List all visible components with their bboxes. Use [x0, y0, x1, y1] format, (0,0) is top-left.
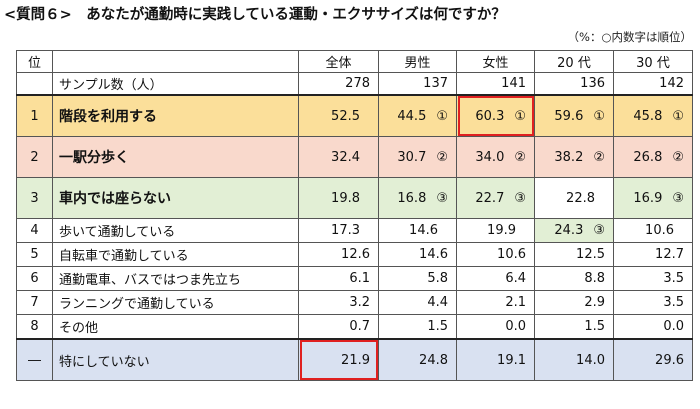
sample-male: 137 — [378, 72, 457, 96]
header-total: 全体 — [298, 50, 379, 73]
cell-female: 10.6 — [456, 242, 535, 267]
cell-female: 22.7 ③ — [456, 177, 535, 219]
cell-30s: 10.6 — [613, 218, 693, 243]
row-label: ランニングで通勤している — [52, 290, 299, 315]
header-20s: 20 代 — [534, 50, 614, 73]
sample-30s: 142 — [613, 72, 693, 96]
table-row-rank-3: 3 車内では座らない 19.8 16.8 ③ 22.7 ③ 22.8 16.9 ③ — [16, 177, 693, 219]
cell-male: 24.8 — [378, 338, 457, 381]
cell-20s: 8.8 — [534, 266, 614, 291]
cell-20s: 1.5 — [534, 314, 614, 340]
row-label: 自転車で通勤している — [52, 242, 299, 267]
cell-total: 12.6 — [298, 242, 379, 267]
cell-20s: 22.8 — [534, 177, 614, 219]
cell-total: 6.1 — [298, 266, 379, 291]
cell-male: 4.4 — [378, 290, 457, 315]
cell-total: 32.4 — [298, 136, 379, 178]
table-row-rank-7: 7 ランニングで通勤している 3.2 4.4 2.1 2.9 3.5 — [16, 290, 693, 315]
cell-30s: 3.5 — [613, 290, 693, 315]
cell-total-highlight: 21.9 — [298, 338, 379, 381]
table-row-none: ― 特にしていない 21.9 24.8 19.1 14.0 29.6 — [16, 338, 693, 381]
row-label: 階段を利用する — [52, 94, 299, 137]
row-rank: 1 — [16, 94, 53, 137]
sample-row: サンプル数（人） 278 137 141 136 142 — [16, 72, 693, 96]
sample-total: 278 — [298, 72, 379, 96]
cell-male: 14.6 — [378, 242, 457, 267]
cell-total: 19.8 — [298, 177, 379, 219]
table-row-rank-6: 6 通勤電車、バスではつま先立ち 6.1 5.8 6.4 8.8 3.5 — [16, 266, 693, 291]
cell-30s: 12.7 — [613, 242, 693, 267]
row-rank: 6 — [16, 266, 53, 291]
row-rank: 2 — [16, 136, 53, 178]
row-label: その他 — [52, 314, 299, 340]
cell-20s: 38.2 ② — [534, 136, 614, 178]
cell-total: 0.7 — [298, 314, 379, 340]
unit-note: （%：○内数字は順位） — [567, 30, 692, 44]
cell-male: 5.8 — [378, 266, 457, 291]
cell-male: 44.5 ① — [378, 94, 457, 137]
cell-female: 0.0 — [456, 314, 535, 340]
cell-female: 19.9 — [456, 218, 535, 243]
cell-female: 19.1 — [456, 338, 535, 381]
cell-total: 52.5 — [298, 94, 379, 137]
row-rank: 8 — [16, 314, 53, 340]
table-row-rank-4: 4 歩いて通勤している 17.3 14.6 19.9 24.3 ③ 10.6 — [16, 218, 693, 243]
header-female: 女性 — [456, 50, 535, 73]
row-rank: 5 — [16, 242, 53, 267]
cell-30s: 29.6 — [613, 338, 693, 381]
cell-female: 2.1 — [456, 290, 535, 315]
table-row-rank-5: 5 自転車で通勤している 12.6 14.6 10.6 12.5 12.7 — [16, 242, 693, 267]
cell-total: 3.2 — [298, 290, 379, 315]
row-rank: 7 — [16, 290, 53, 315]
row-rank: 4 — [16, 218, 53, 243]
cell-male: 16.8 ③ — [378, 177, 457, 219]
cell-20s: 2.9 — [534, 290, 614, 315]
cell-30s: 0.0 — [613, 314, 693, 340]
cell-20s: 24.3 ③ — [534, 218, 614, 243]
sample-20s: 136 — [534, 72, 614, 96]
cell-30s: 45.8 ① — [613, 94, 693, 137]
row-label: 歩いて通勤している — [52, 218, 299, 243]
cell-total: 17.3 — [298, 218, 379, 243]
cell-20s: 14.0 — [534, 338, 614, 381]
cell-20s: 12.5 — [534, 242, 614, 267]
row-label: 特にしていない — [52, 338, 299, 381]
header-30s: 30 代 — [613, 50, 693, 73]
header-item — [52, 50, 299, 73]
cell-male: 1.5 — [378, 314, 457, 340]
table-row-rank-1: 1 階段を利用する 52.5 44.5 ① 60.3 ① 59.6 ① 45.8 ① — [16, 94, 693, 137]
table-row-rank-2: 2 一駅分歩く 32.4 30.7 ② 34.0 ② 38.2 ② 26.8 ② — [16, 136, 693, 178]
cell-female: 34.0 ② — [456, 136, 535, 178]
cell-20s: 59.6 ① — [534, 94, 614, 137]
row-rank: 3 — [16, 177, 53, 219]
cell-30s: 3.5 — [613, 266, 693, 291]
table-row-rank-8: 8 その他 0.7 1.5 0.0 1.5 0.0 — [16, 314, 693, 340]
row-label: 車内では座らない — [52, 177, 299, 219]
cell-female-highlight: 60.3 ① — [456, 94, 535, 137]
sample-label: サンプル数（人） — [52, 72, 299, 96]
sample-female: 141 — [456, 72, 535, 96]
row-label: 一駅分歩く — [52, 136, 299, 178]
cell-30s: 26.8 ② — [613, 136, 693, 178]
results-table: 位 全体 男性 女性 20 代 30 代 サンプル数（人） 278 137 14… — [16, 50, 693, 381]
header-rank: 位 — [16, 50, 53, 73]
header-male: 男性 — [378, 50, 457, 73]
cell-male: 30.7 ② — [378, 136, 457, 178]
header-row: 位 全体 男性 女性 20 代 30 代 — [16, 50, 693, 73]
cell-30s: 16.9 ③ — [613, 177, 693, 219]
row-label: 通勤電車、バスではつま先立ち — [52, 266, 299, 291]
cell-female: 6.4 — [456, 266, 535, 291]
cell-male: 14.6 — [378, 218, 457, 243]
question-title: <質問６> あなたが通勤時に実践している運動・エクササイズは何ですか？ — [4, 7, 506, 23]
sample-rank — [16, 72, 53, 96]
row-rank: ― — [16, 338, 53, 381]
